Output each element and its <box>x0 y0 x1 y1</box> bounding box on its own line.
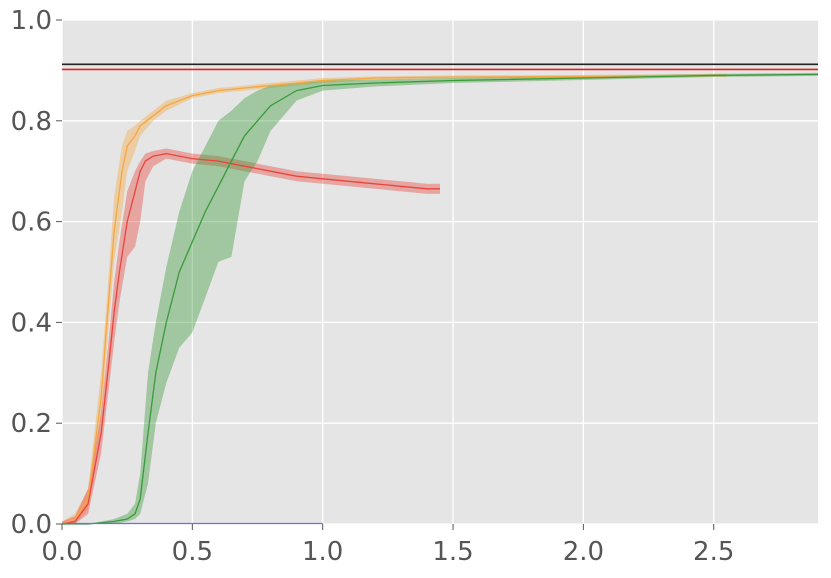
x-tick-label: 0.0 <box>41 537 82 567</box>
x-tick-label: 1.5 <box>432 537 473 567</box>
x-tick-label: 0.5 <box>172 537 213 567</box>
series-lines <box>61 73 819 525</box>
plot-background <box>62 20 818 524</box>
series-2-line <box>62 73 819 525</box>
x-tick-label: 1.0 <box>302 537 343 567</box>
x-tick-label: 2.0 <box>563 537 604 567</box>
y-axis-ticks: 0.0 0.2 0.4 0.6 0.8 1.0 <box>11 6 62 540</box>
series-1-line <box>61 152 440 525</box>
series-0-line <box>61 74 727 525</box>
y-tick-label: 0.4 <box>11 308 52 338</box>
y-tick-label: 0.0 <box>11 510 52 540</box>
y-tick-label: 0.2 <box>11 409 52 439</box>
grid-lines <box>61 19 818 525</box>
y-tick-label: 0.6 <box>11 208 52 238</box>
x-tick-label: 2.5 <box>693 537 734 567</box>
y-tick-label: 1.0 <box>11 6 52 36</box>
y-tick-label: 0.8 <box>11 107 52 137</box>
x-axis-ticks: 0.0 0.5 1.0 1.5 2.0 2.5 <box>41 524 734 567</box>
reference-lines <box>62 63 818 71</box>
